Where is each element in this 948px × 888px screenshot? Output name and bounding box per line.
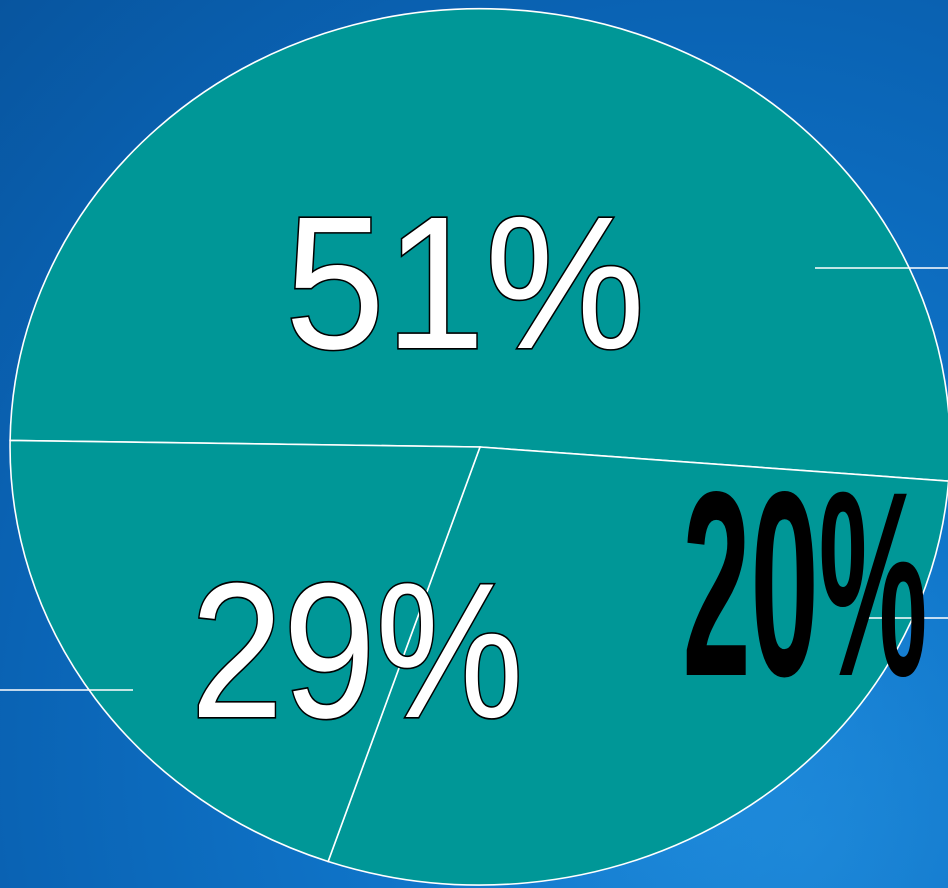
slice-labels: 51% 29% 20% xyxy=(189,176,928,760)
pie-slice-29 xyxy=(327,446,948,886)
pie-slice-20 xyxy=(9,439,482,863)
slice-label-51: 51% xyxy=(285,178,645,389)
slice-label-20: 20% xyxy=(683,436,928,731)
pie-slice-51 xyxy=(9,7,948,482)
leader-lines xyxy=(0,267,948,691)
slice-label-29: 29% xyxy=(191,544,524,759)
pie-slices xyxy=(9,7,948,886)
